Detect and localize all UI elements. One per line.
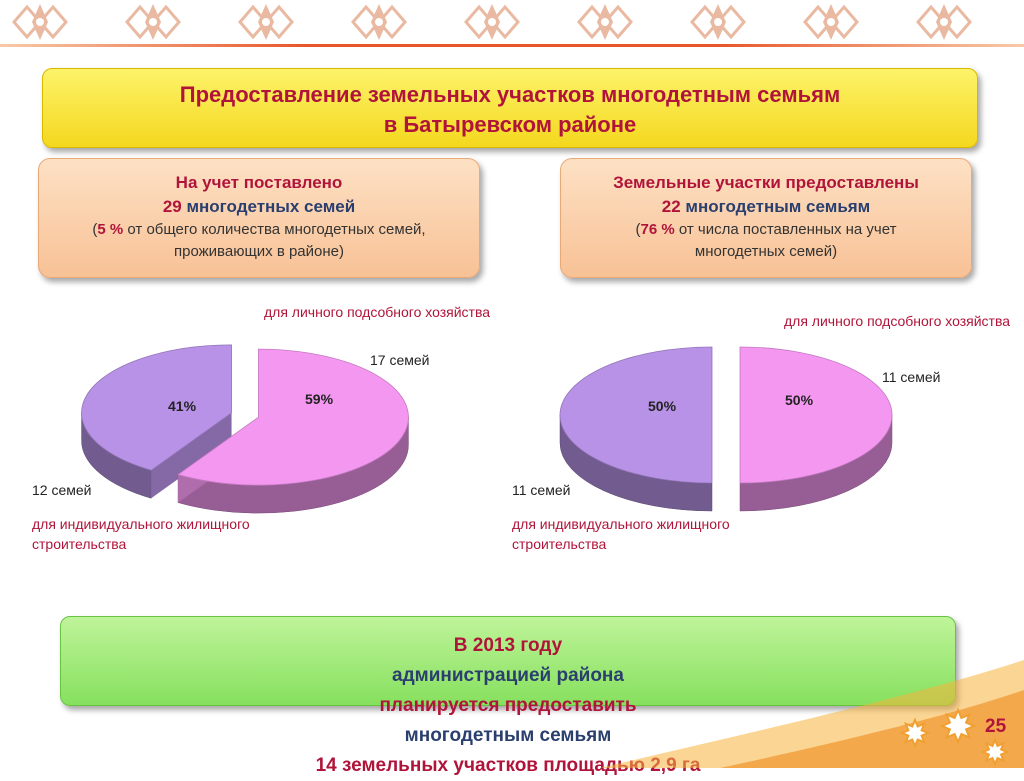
right-box-note-2: многодетных семей) (694, 243, 838, 260)
left-box-paren: ( (92, 221, 98, 238)
plan-2013-box: В 2013 году администрацией района планир… (60, 616, 956, 776)
plan-part-1: В 2013 году (453, 635, 563, 656)
left-box-note: от общего количества многодетных семей, (123, 221, 426, 238)
ornament-motif (351, 4, 407, 40)
left-box-count-text: многодетных семей (181, 197, 356, 216)
left-box-percent: 5 % (97, 221, 124, 238)
plan-part-2: администрацией района (392, 665, 624, 686)
pie1-count-housing: 12 семей (32, 482, 92, 498)
pie1-slice-personal (177, 348, 409, 514)
left-box-count: 29 (162, 197, 182, 216)
title-line-1: Предоставление земельных участков многод… (179, 82, 841, 107)
pie2-label-personal: для личного подсобного хозяйства (784, 313, 1011, 329)
star-icon (899, 717, 931, 749)
right-box-note: от числа поставленных на учет (674, 221, 897, 238)
pie-chart-1 (81, 344, 409, 514)
pie1-label-personal: для личного подсобного хозяйства (264, 304, 491, 320)
right-box-count-text: многодетным семьям (680, 197, 871, 216)
ornament-motif (577, 4, 633, 40)
ornament-motif (125, 4, 181, 40)
right-box-count: 22 (661, 197, 681, 216)
pie1-pct-housing: 41% (168, 398, 197, 414)
ornament-motif (12, 4, 68, 40)
pie2-label-housing: для индивидуального жилищного строительс… (512, 516, 730, 552)
right-box-paren: ( (635, 221, 641, 238)
title-line-2: в Батыревском районе (383, 112, 637, 137)
plan-part-3: планируется предоставить (379, 695, 637, 716)
pie1-slice-housing (81, 344, 232, 499)
pie2-slice-personal (739, 346, 893, 512)
pie2-count-personal: 11 семей (882, 369, 941, 385)
top-divider-line (0, 44, 1024, 47)
ornament-strip (12, 4, 972, 40)
ornament-motif (803, 4, 859, 40)
slide-title: Предоставление земельных участков многод… (42, 68, 978, 148)
ornament-motif (916, 4, 972, 40)
left-box-heading: На учет поставлено (175, 173, 343, 192)
ornament-motif (238, 4, 294, 40)
pie1-count-personal: 17 семей (370, 352, 430, 368)
star-icon (980, 737, 1010, 767)
ornament-motif (690, 4, 746, 40)
registered-families-box: На учет поставлено 29 многодетных семей … (38, 158, 480, 278)
pie2-pct-personal: 50% (785, 392, 814, 408)
pie-chart-2 (559, 346, 893, 512)
left-box-note-2: проживающих в районе) (174, 243, 344, 260)
right-box-heading: Земельные участки предоставлены (613, 173, 919, 192)
right-box-percent: 76 % (640, 221, 675, 238)
pie1-pct-personal: 59% (305, 391, 334, 407)
plan-part-4: многодетным семьям (404, 725, 612, 746)
granted-plots-box: Земельные участки предоставлены 22 много… (560, 158, 972, 278)
page-number: 25 (985, 716, 1007, 737)
pie1-label-housing: для индивидуального жилищного строительс… (32, 516, 250, 552)
star-icon (939, 707, 977, 745)
pie2-pct-housing: 50% (648, 398, 677, 414)
pie2-slice-housing (559, 346, 713, 512)
corner-swoosh-2 (720, 690, 1024, 768)
ornament-motif (464, 4, 520, 40)
pie2-count-housing: 11 семей (512, 482, 571, 498)
